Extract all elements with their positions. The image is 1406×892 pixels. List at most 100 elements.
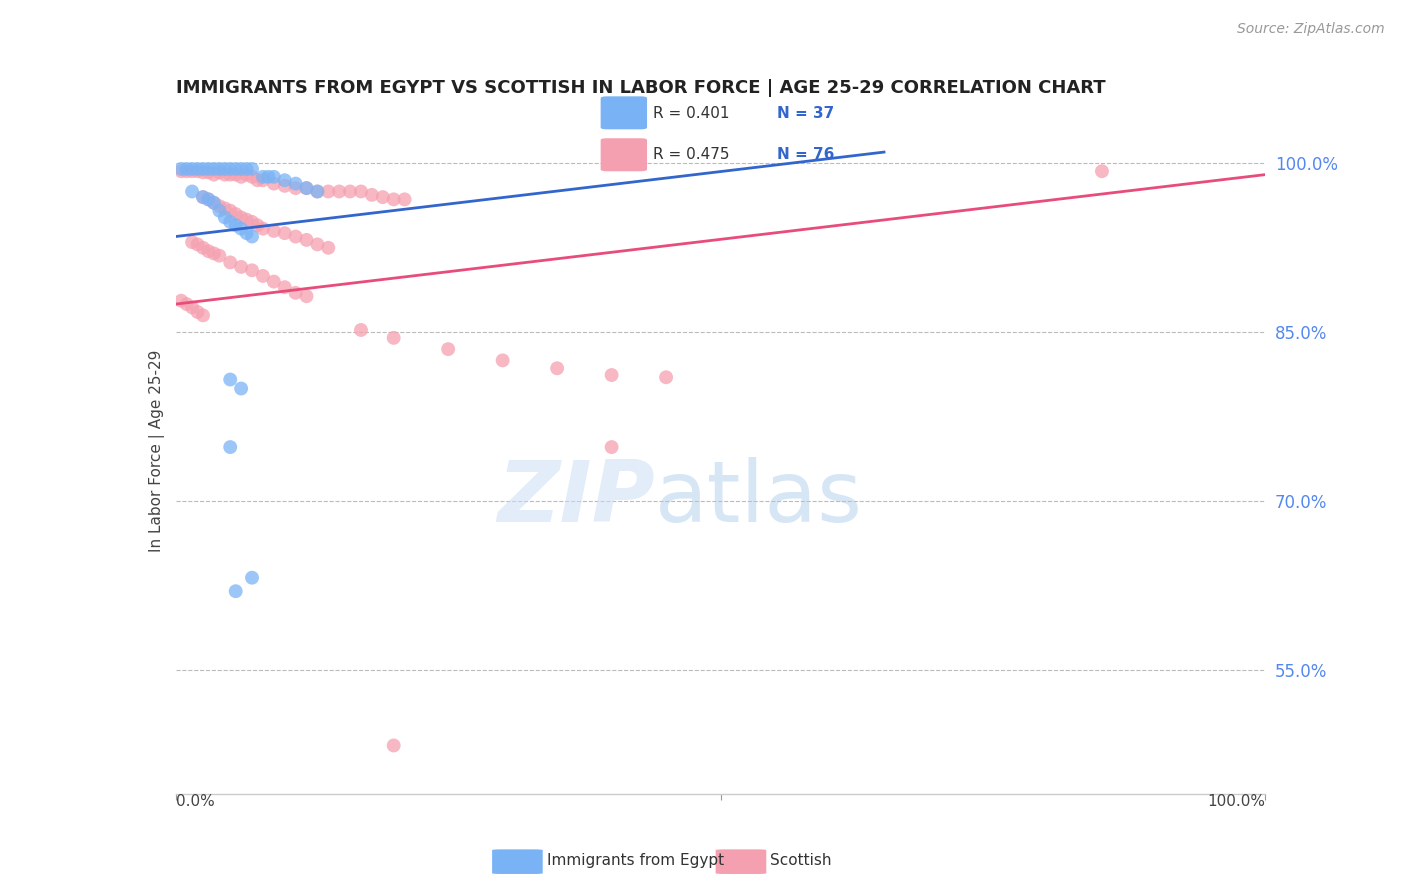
Point [191,241,214,255]
Point [225,219,247,233]
Point [181,235,204,249]
Point [492,353,515,368]
Point [186,305,209,319]
FancyBboxPatch shape [716,849,766,874]
Text: Scottish: Scottish [770,854,832,868]
Point [208,249,231,263]
Point [231,211,253,225]
Point [208,199,231,213]
Y-axis label: In Labor Force | Age 25-29: In Labor Force | Age 25-29 [149,350,165,551]
Point [382,331,405,345]
Text: ZIP: ZIP [498,457,655,540]
Point [197,244,219,259]
Point [214,211,236,225]
Point [235,161,257,176]
Point [240,161,263,176]
Point [208,161,231,176]
Point [600,440,623,454]
Point [240,263,263,277]
Point [240,169,263,184]
Point [208,165,231,179]
Point [231,169,253,184]
Point [231,382,253,396]
Point [202,195,225,210]
Point [546,361,568,376]
Point [263,275,285,289]
Point [186,161,209,176]
Text: 100.0%: 100.0% [1208,794,1265,809]
Point [252,169,274,184]
Text: 0.0%: 0.0% [176,794,215,809]
Point [284,285,307,300]
Point [284,181,307,195]
Point [328,185,350,199]
FancyBboxPatch shape [492,849,543,874]
Point [214,168,236,182]
Point [307,185,329,199]
Point [170,164,193,178]
Point [257,169,280,184]
FancyBboxPatch shape [600,138,647,171]
Point [263,169,285,184]
Point [225,168,247,182]
Point [600,368,623,382]
FancyBboxPatch shape [600,96,647,129]
Text: Immigrants from Egypt: Immigrants from Egypt [547,854,724,868]
Point [231,161,253,176]
Point [225,207,247,221]
Point [176,164,198,178]
Point [181,185,204,199]
Point [219,255,242,269]
Point [295,181,318,195]
Text: R = 0.401: R = 0.401 [654,106,730,120]
Point [225,584,247,599]
Point [219,215,242,229]
Point [231,260,253,274]
Point [235,212,257,227]
Point [214,161,236,176]
Text: IMMIGRANTS FROM EGYPT VS SCOTTISH IN LABOR FORCE | AGE 25-29 CORRELATION CHART: IMMIGRANTS FROM EGYPT VS SCOTTISH IN LAB… [176,79,1105,97]
Point [339,185,361,199]
Point [382,739,405,753]
Point [274,178,297,193]
Point [263,224,285,238]
Point [1091,164,1114,178]
Point [274,280,297,294]
Point [191,309,214,323]
Point [214,202,236,216]
Point [350,185,373,199]
Point [176,161,198,176]
Text: N = 37: N = 37 [778,106,834,120]
Point [181,301,204,315]
Point [240,571,263,585]
Point [307,185,329,199]
Point [197,161,219,176]
Point [197,193,219,207]
Point [202,168,225,182]
Point [181,164,204,178]
Point [655,370,678,384]
Point [295,181,318,195]
Point [170,293,193,308]
Point [186,237,209,252]
Point [252,173,274,187]
Point [219,161,242,176]
Point [240,229,263,244]
Point [263,177,285,191]
Point [295,233,318,247]
Point [231,221,253,235]
Point [219,440,242,454]
Point [437,342,460,356]
Point [252,268,274,283]
Point [274,226,297,240]
Point [176,297,198,311]
Point [295,289,318,303]
Point [219,168,242,182]
Point [208,203,231,218]
Point [246,173,269,187]
Point [360,187,382,202]
Point [197,193,219,207]
Point [274,173,297,187]
Point [235,226,257,240]
Point [202,161,225,176]
